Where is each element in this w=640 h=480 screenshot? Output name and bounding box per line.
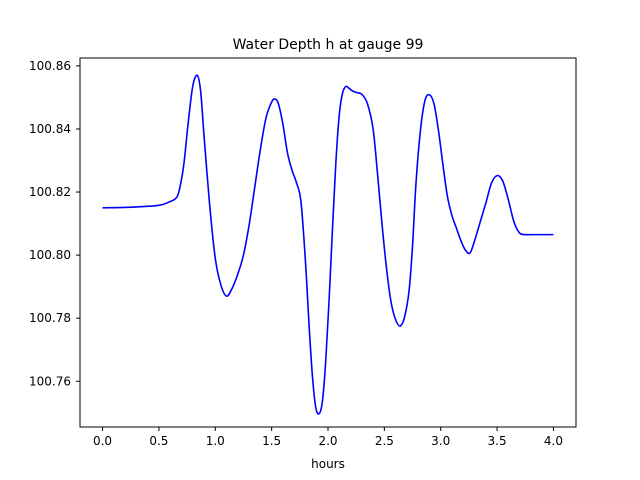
x-tick-label: 2.0 xyxy=(318,434,337,448)
plot-area xyxy=(79,57,577,428)
x-axis-label: hours xyxy=(311,457,345,471)
series-line xyxy=(102,74,554,415)
y-tick-label: 100.86 xyxy=(29,59,71,73)
x-tick-label: 2.5 xyxy=(375,434,394,448)
x-tick-label: 4.0 xyxy=(544,434,563,448)
y-tick-label: 100.80 xyxy=(29,248,71,262)
y-tick-label: 100.84 xyxy=(29,122,71,136)
x-tick-label: 0.0 xyxy=(93,434,112,448)
x-tick-label: 1.0 xyxy=(206,434,225,448)
x-tick-label: 3.0 xyxy=(431,434,450,448)
y-tick-label: 100.78 xyxy=(29,311,71,325)
y-tick-label: 100.82 xyxy=(29,185,71,199)
x-tick-label: 0.5 xyxy=(149,434,168,448)
axes-frame xyxy=(79,57,577,428)
x-tick-label: 1.5 xyxy=(262,434,281,448)
x-tick-label: 3.5 xyxy=(488,434,507,448)
chart-title: Water Depth h at gauge 99 xyxy=(233,37,424,53)
y-axis-ticks: 100.76 100.78 100.80 100.82 100.84 100.86 xyxy=(29,59,80,388)
y-tick-label: 100.76 xyxy=(29,374,71,388)
x-axis-ticks: 0.0 0.5 1.0 1.5 2.0 2.5 3.0 3.5 4.0 xyxy=(93,427,563,448)
